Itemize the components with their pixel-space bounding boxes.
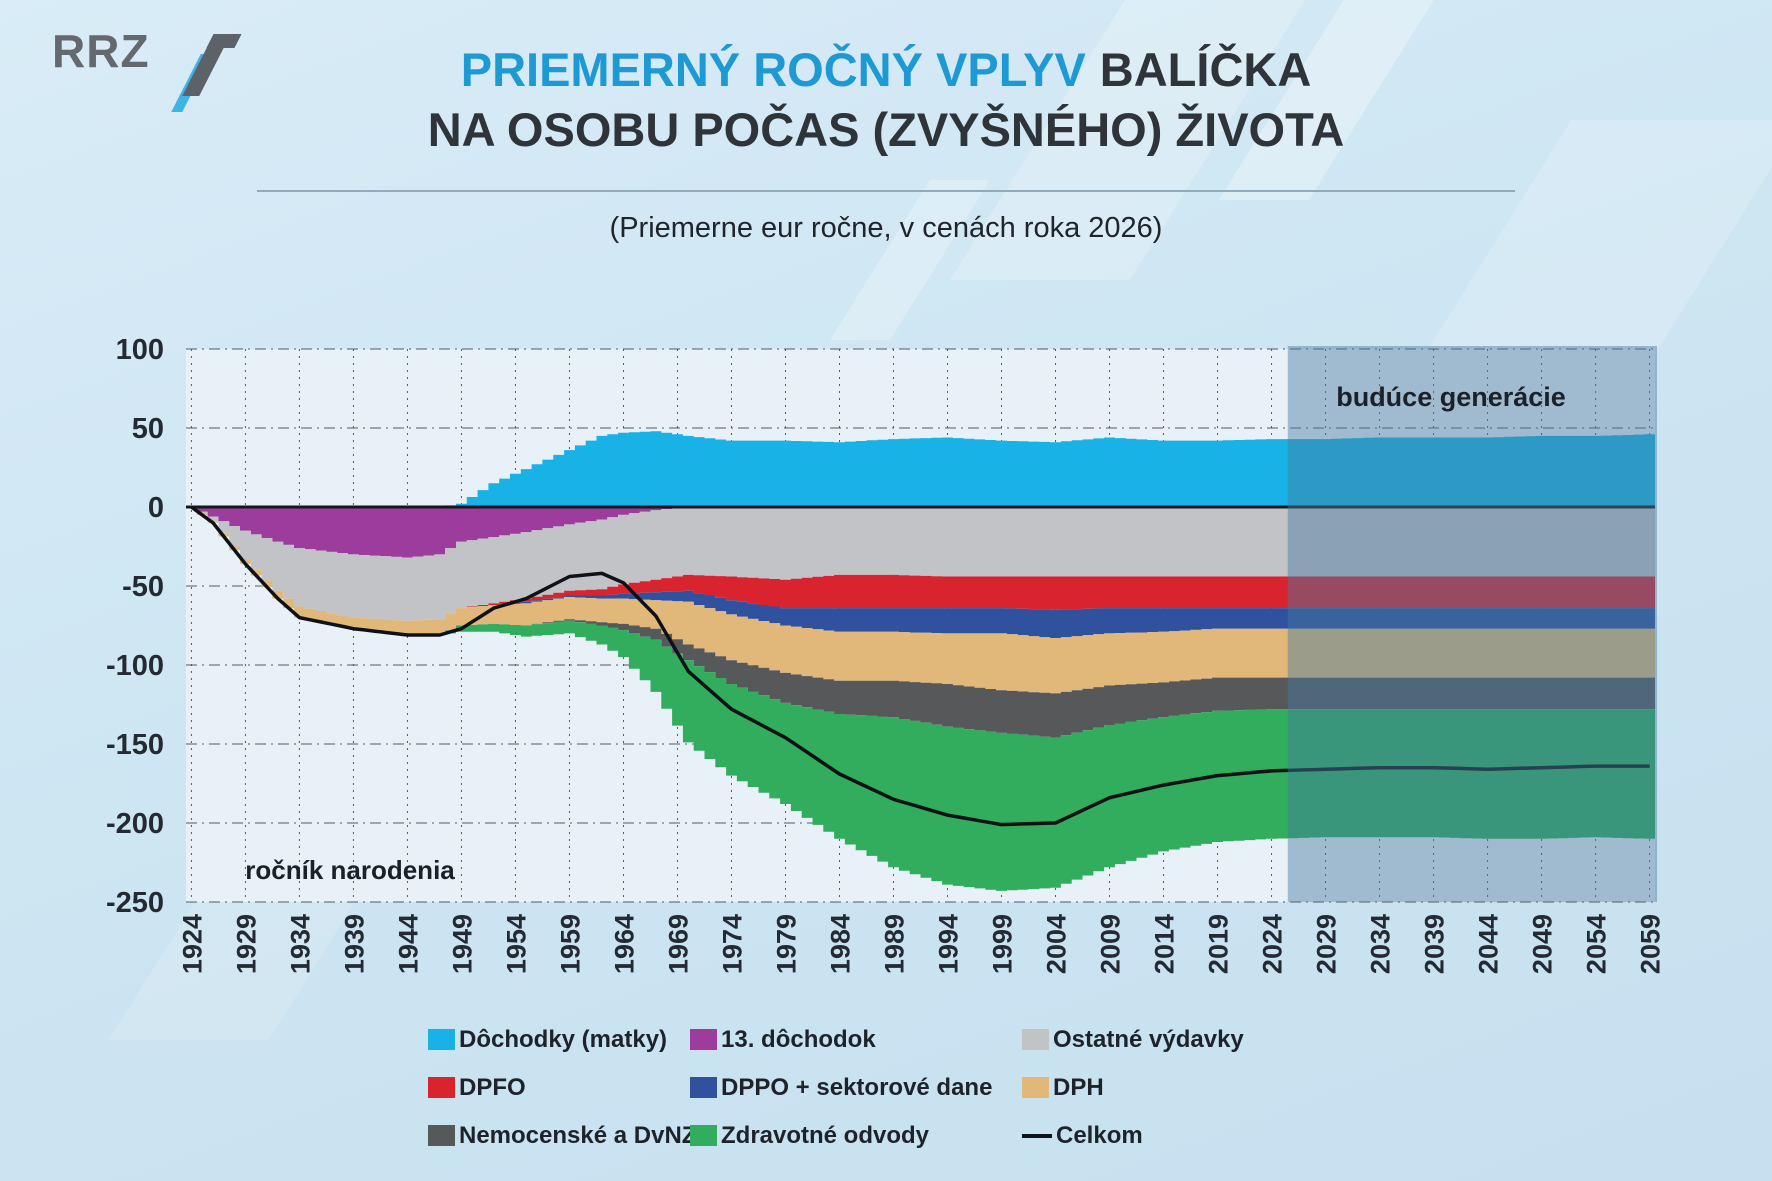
- legend-item-nemocenske: Nemocenské a DvNZ: [428, 1122, 696, 1149]
- legend-item-dochodky: Dôchodky (matky): [428, 1026, 690, 1053]
- x-tick-label: 2014: [1150, 914, 1180, 974]
- legend-label: DPPO + sektorové dane: [721, 1073, 993, 1101]
- celkom-line-icon: [1022, 1133, 1052, 1138]
- y-tick-label: -50: [122, 571, 164, 603]
- celkom-total-line: [190, 505, 1650, 827]
- legend-item-celkom: Celkom: [1022, 1122, 1302, 1149]
- legend-label: Celkom: [1056, 1121, 1143, 1149]
- future-generations-label: budúce generácie: [1336, 382, 1566, 412]
- area-ostatn-v-davky: [186, 507, 1655, 621]
- area-zdravotn-odvody: [186, 507, 1655, 891]
- x-tick-label: 1944: [393, 914, 423, 974]
- x-tick-label: 1924: [177, 914, 207, 974]
- y-tick-label: -150: [106, 729, 164, 761]
- x-tick-label: 1969: [663, 914, 693, 974]
- x-tick-label: 1984: [825, 914, 855, 974]
- legend-item-ostatne-vydavky: Ostatné výdavky: [1022, 1026, 1302, 1053]
- future-generations-overlay: [1287, 346, 1657, 902]
- y-tick-label: -100: [106, 650, 164, 682]
- legend-label: Nemocenské a DvNZ: [459, 1121, 697, 1149]
- legend-swatch-zdravotne: [690, 1125, 717, 1146]
- title-divider: [257, 190, 1515, 192]
- chart-subtitle: (Priemerne eur ročne, v cenách roka 2026…: [609, 212, 1163, 244]
- legend-label: Ostatné výdavky: [1053, 1025, 1244, 1053]
- area-nemocensk-a-dvnz: [186, 507, 1655, 738]
- title-highlight: PRIEMERNÝ ROČNÝ VPLYV: [460, 43, 1086, 96]
- x-tick-label: 2054: [1582, 914, 1612, 974]
- legend-swatch-dpfo: [428, 1077, 455, 1098]
- x-tick-label: 2019: [1204, 914, 1234, 974]
- chart-legend: Dôchodky (matky) 13. dôchodok Ostatné vý…: [428, 1026, 1302, 1149]
- x-tick-label: 1979: [771, 914, 801, 974]
- area-13-d-chodok: [186, 507, 1655, 558]
- legend-item-dph: DPH: [1022, 1074, 1302, 1101]
- x-tick-label: 1974: [717, 914, 747, 974]
- y-tick-label: 0: [148, 492, 164, 524]
- x-tick-label: 1994: [934, 914, 964, 974]
- page-title: PRIEMERNÝ ROČNÝ VPLYV BALÍČKA NA OSOBU PO…: [0, 40, 1772, 159]
- legend-label: DPH: [1053, 1073, 1104, 1101]
- legend-item-zdravotne: Zdravotné odvody: [690, 1122, 1022, 1149]
- y-tick-label: -250: [106, 887, 164, 919]
- legend-swatch-13-dochodok: [690, 1029, 717, 1050]
- x-tick-label: 1999: [988, 914, 1018, 974]
- x-tick-label: 1959: [555, 914, 585, 974]
- area-dppo-sektorov-dane: [186, 507, 1655, 639]
- x-tick-label: 2034: [1366, 914, 1396, 974]
- title-line-1: PRIEMERNÝ ROČNÝ VPLYV BALÍČKA: [0, 40, 1772, 100]
- x-tick-label: 2039: [1420, 914, 1450, 974]
- legend-swatch-dochodky: [428, 1029, 455, 1050]
- x-tick-label: 2009: [1096, 914, 1126, 974]
- legend-label: Zdravotné odvody: [721, 1121, 930, 1149]
- legend-label: 13. dôchodok: [721, 1025, 876, 1053]
- area-dochodky-matky: [186, 431, 1655, 507]
- x-axis-note-label: ročník narodenia: [245, 855, 455, 885]
- x-tick-label: 1949: [447, 914, 477, 974]
- legend-swatch-nemocenske: [428, 1125, 455, 1146]
- y-tick-label: 50: [132, 413, 164, 445]
- x-tick-label: 2049: [1528, 914, 1558, 974]
- title-rest: BALÍČKA: [1099, 43, 1312, 96]
- legend-swatch-dph: [1022, 1077, 1049, 1098]
- x-tick-label: 2044: [1474, 914, 1504, 974]
- x-tick-label: 1929: [231, 914, 261, 974]
- legend-swatch-dppo: [690, 1077, 717, 1098]
- x-tick-label: 1964: [609, 914, 639, 974]
- legend-label: DPFO: [459, 1073, 526, 1101]
- area-dph: [186, 507, 1655, 694]
- x-tick-label: 2029: [1312, 914, 1342, 974]
- x-tick-label: 2004: [1042, 914, 1072, 974]
- legend-label: Dôchodky (matky): [459, 1025, 668, 1053]
- legend-item-dpfo: DPFO: [428, 1074, 690, 1101]
- x-tick-label: 1939: [339, 914, 369, 974]
- x-tick-label: 1954: [501, 914, 531, 974]
- x-tick-label: 1934: [285, 914, 315, 974]
- y-tick-label: 100: [116, 334, 164, 366]
- y-tick-label: -200: [106, 808, 164, 840]
- rrz-logo: RRZ: [52, 28, 254, 114]
- title-line-2: NA OSOBU POČAS (ZVYŠNÉHO) ŽIVOTA: [427, 102, 1345, 156]
- x-tick-label: 2024: [1258, 914, 1288, 974]
- x-tick-label: 2059: [1636, 914, 1666, 974]
- rrz-logo-text: RRZ: [52, 25, 150, 77]
- legend-item-dppo: DPPO + sektorové dane: [690, 1074, 1022, 1101]
- legend-item-13-dochodok: 13. dôchodok: [690, 1026, 1022, 1053]
- legend-swatch-ostatne-vydavky: [1022, 1029, 1049, 1050]
- area-dpfo: [186, 507, 1655, 621]
- x-tick-label: 1989: [879, 914, 909, 974]
